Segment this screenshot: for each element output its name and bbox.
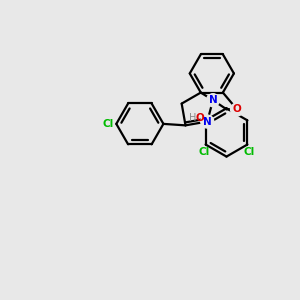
Text: O: O bbox=[195, 113, 204, 123]
Text: N: N bbox=[203, 116, 212, 127]
Circle shape bbox=[201, 115, 214, 128]
Text: O: O bbox=[233, 104, 242, 115]
Text: Cl: Cl bbox=[199, 147, 210, 157]
Circle shape bbox=[206, 94, 219, 107]
Text: H: H bbox=[189, 113, 196, 123]
Text: N: N bbox=[208, 95, 217, 105]
Text: Cl: Cl bbox=[243, 147, 254, 157]
Text: Cl: Cl bbox=[103, 119, 114, 129]
Circle shape bbox=[231, 103, 244, 116]
